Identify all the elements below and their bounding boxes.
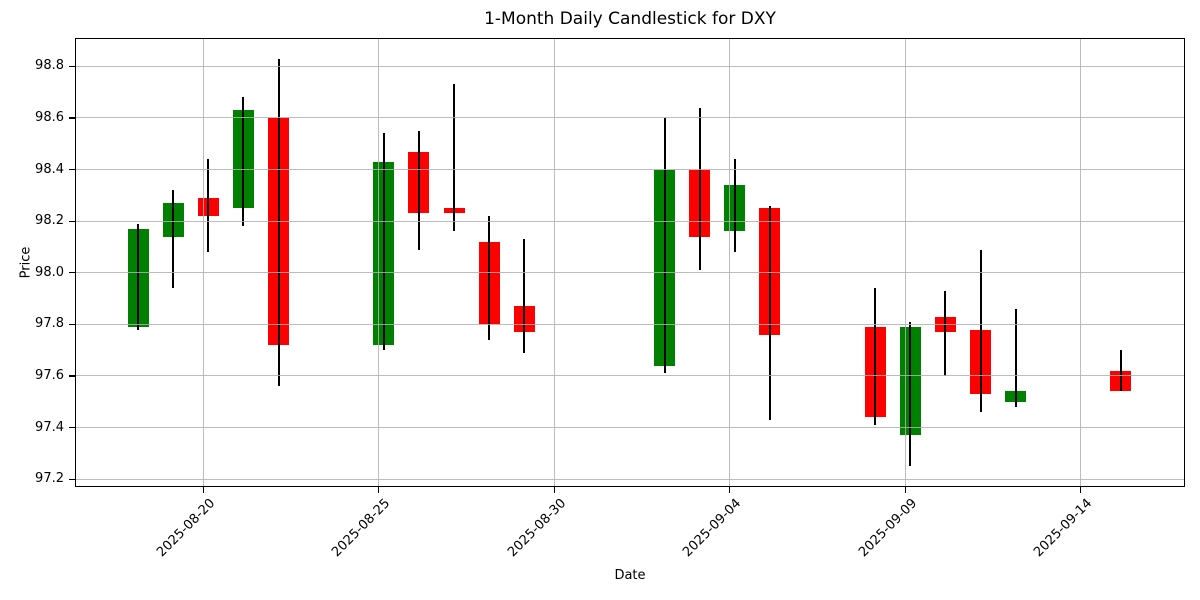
y-tick-mark — [69, 168, 75, 171]
grid-line-vertical — [1080, 39, 1082, 486]
y-tick-label: 97.6 — [35, 367, 64, 383]
x-tick-mark — [1080, 487, 1082, 493]
grid-line-horizontal — [76, 272, 1184, 274]
y-tick-label: 97.2 — [35, 471, 64, 487]
candle-wick — [453, 84, 455, 232]
x-tick-label: 2025-08-25 — [329, 496, 394, 561]
y-tick-label: 97.4 — [35, 419, 64, 435]
x-tick-label: 2025-08-30 — [504, 496, 569, 561]
candle-wick — [137, 223, 140, 330]
candle-wick — [768, 205, 771, 420]
grid-line-horizontal — [76, 427, 1184, 429]
grid-line-vertical — [553, 39, 555, 486]
x-tick-label: 2025-09-14 — [1031, 496, 1096, 561]
y-tick-mark — [69, 375, 75, 377]
y-tick-label: 98.6 — [35, 109, 64, 125]
grid-line-horizontal — [76, 375, 1184, 377]
candle-wick — [172, 190, 175, 289]
candle-wick — [242, 97, 245, 227]
y-tick-label: 98.8 — [35, 58, 64, 74]
grid-line-horizontal — [76, 478, 1184, 480]
candle-wick — [382, 133, 385, 351]
grid-line-horizontal — [76, 65, 1184, 67]
candle-wick — [1014, 308, 1017, 407]
y-tick-mark — [69, 323, 75, 325]
candle-wick — [207, 159, 210, 253]
x-tick-mark — [202, 487, 204, 493]
candle-wick — [488, 216, 491, 340]
chart-title: 1-Month Daily Candlestick for DXY — [484, 9, 776, 29]
y-tick-label: 98.2 — [35, 213, 64, 229]
y-tick-mark — [69, 478, 75, 480]
x-tick-mark — [378, 487, 380, 493]
grid-line-vertical — [202, 39, 204, 486]
candle-wick — [417, 130, 420, 250]
candle-wick — [663, 117, 666, 374]
candle-wick — [1119, 350, 1122, 392]
candle-wick — [698, 107, 701, 271]
x-tick-mark — [729, 487, 731, 493]
y-tick-mark — [69, 426, 75, 429]
candle-wick — [909, 321, 912, 467]
grid-line-horizontal — [76, 323, 1184, 325]
y-tick-label: 98.4 — [35, 161, 64, 177]
candle-wick — [979, 249, 982, 413]
x-tick-label: 2025-09-09 — [855, 496, 920, 561]
y-tick-label: 97.8 — [35, 316, 64, 332]
x-axis-label: Date — [614, 568, 646, 583]
y-tick-mark — [69, 272, 75, 274]
y-tick-mark — [69, 65, 75, 67]
candle-wick — [944, 290, 947, 376]
y-tick-label: 98.0 — [35, 264, 64, 280]
x-tick-label: 2025-09-04 — [680, 496, 745, 561]
grid-line-vertical — [729, 39, 731, 486]
candle-wick — [523, 239, 526, 353]
candle-wick — [733, 159, 736, 253]
x-tick-label: 2025-08-20 — [153, 496, 218, 561]
y-tick-mark — [69, 220, 75, 222]
y-tick-mark — [69, 117, 75, 119]
x-tick-mark — [904, 487, 906, 493]
candle-wick — [874, 288, 877, 425]
candle-wick — [277, 58, 280, 387]
x-tick-mark — [553, 487, 555, 493]
